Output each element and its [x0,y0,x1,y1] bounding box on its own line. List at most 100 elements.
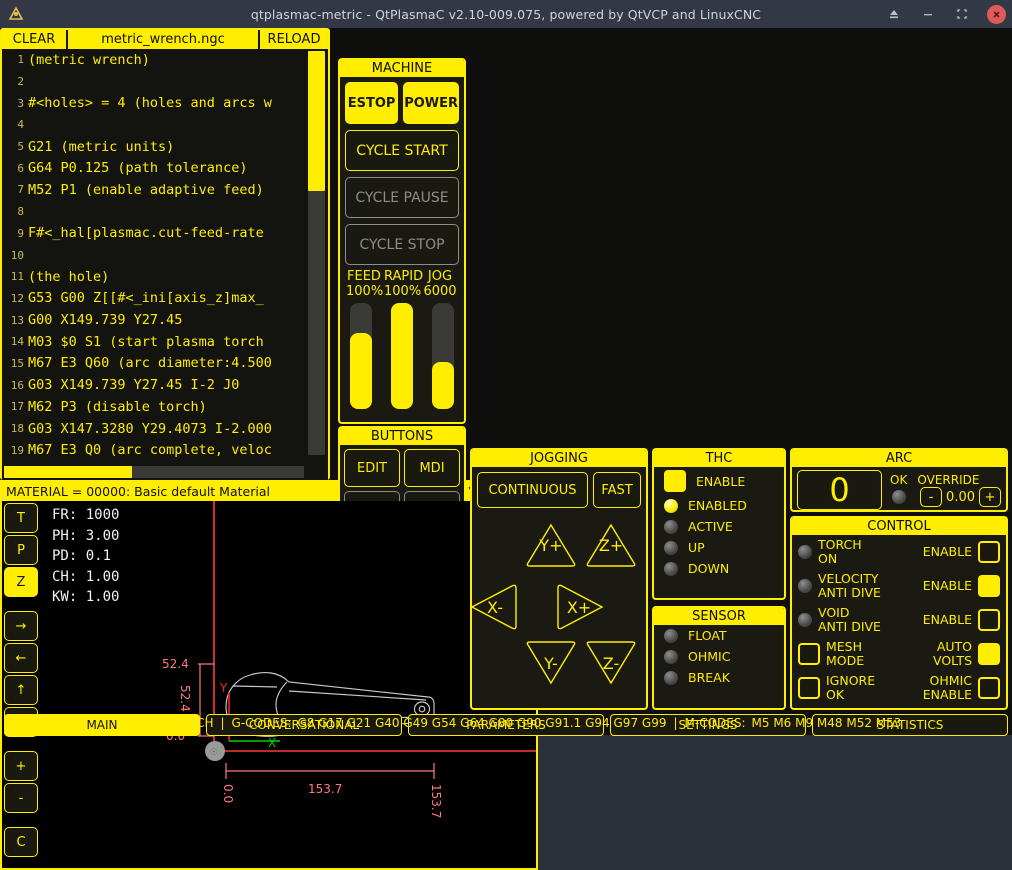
gcode-line-text: G21 (metric units) [28,138,175,155]
gcode-line: 19 M67 E3 Q0 (arc complete, veloc [2,439,328,461]
preview-zoom-out-button[interactable]: - [4,783,38,813]
gcode-line: 3 #<holes> = 4 (holes and arcs w [2,92,328,114]
sensor-caption: SENSOR [654,608,784,625]
preview-pan-up-button[interactable]: ↑ [4,675,38,705]
close-button[interactable] [987,4,1006,24]
maximize-button[interactable] [953,5,971,23]
gcode-reload-button[interactable]: RELOAD [258,30,328,49]
gcode-horizontal-scrollbar[interactable] [4,466,304,478]
preview-clear-button[interactable]: C [4,827,38,857]
jog-y-minus-button[interactable]: Y- [524,639,578,687]
gcode-line-number: 13 [10,313,24,327]
thc-led-row: DOWN [654,558,784,579]
control-caption: CONTROL [792,518,1006,535]
jog-y-minus-label: Y- [544,653,558,673]
material-label: MATERIAL = 00000: Basic default Material [6,484,270,499]
jog-x-plus-button[interactable]: X+ [552,583,606,631]
gcodes-value: G8 G17 G21 G40 G49 G54 G64 G80 G90 G91.1… [297,715,667,730]
gcode-line-text: M67 E3 Q60 (arc diameter:4.500 [28,355,272,372]
jog-x-minus-button[interactable]: X- [468,583,522,631]
jog-mode-button[interactable]: CONTINUOUS [477,472,588,508]
control-ignore-enable-checkbox[interactable] [978,677,1000,699]
gcode-line-text: M52 P1 (enable adaptive feed) [28,181,264,198]
thc-led-row: UP [654,537,784,558]
tab-statistics[interactable]: STATISTICS [812,714,1008,736]
control-mesh-enable-checkbox[interactable] [978,643,1000,665]
gcode-line-number: 7 [17,183,24,197]
gcode-line: 6 G64 P0.125 (path tolerance) [2,157,328,179]
cycle-stop-button[interactable]: CYCLE STOP [345,224,459,265]
control-ignore-end-label: OHMIC ENABLE [922,673,972,702]
gcode-line: 7 M52 P1 (enable adaptive feed) [2,179,328,201]
control-velocity-end-label: ENABLE [922,578,972,593]
buttons-caption: BUTTONS [340,428,464,445]
jog-x-minus-label: X- [487,597,503,617]
gcode-preview-graphic[interactable]: ☉ [40,501,536,868]
material-info-value: 1.00 [85,568,120,585]
thc-enable-checkbox[interactable] [664,470,686,492]
arc-override-plus-button[interactable]: + [979,487,1001,507]
override-slider[interactable] [350,303,372,409]
gcode-line: 15 M67 E3 Q60 (arc diameter:4.500 [2,353,328,375]
thc-enable-row[interactable]: ENABLE [654,467,784,495]
preview-pan-right-button[interactable]: → [4,611,38,641]
gcode-line: 14 M03 $0 S1 (start plasma torch [2,331,328,353]
arc-override-minus-button[interactable]: - [920,487,943,507]
control-mesh-checkbox[interactable] [798,643,820,665]
gcode-vertical-scrollbar[interactable] [308,51,325,455]
material-info-value: 3.00 [85,527,120,544]
override-sliders[interactable] [340,299,464,409]
jog-y-plus-button[interactable]: Y+ [524,521,578,569]
control-panel: CONTROL TORCH ON ENABLE VELOCITY ANTI DIVE EN… [790,516,1008,710]
gcode-line: 2 [2,71,328,93]
gcode-line: 12 G53 G00 Z[[#<_ini[axis_z]max_ [2,288,328,310]
control-void-label: VOID ANTI DIVE [818,605,881,634]
control-velocity-enable-checkbox[interactable] [978,575,1000,597]
control-ignore-label: IGNORE OK [826,673,876,702]
sensor-led-row: OHMIC [654,646,784,667]
material-info-row: PD: 0.1 [52,546,119,567]
tab-settings[interactable]: SETTINGS [610,714,806,736]
gcode-horizontal-scroll-thumb[interactable] [4,466,132,478]
eject-icon[interactable] [885,5,903,23]
preview-pan-left-button[interactable]: ← [4,643,38,673]
preview-z-button[interactable]: Z [4,567,38,597]
user-button-edit[interactable]: EDIT [344,449,400,487]
material-info-key: FR: [52,507,78,523]
override-slider[interactable] [391,303,413,409]
cycle-start-button[interactable]: CYCLE START [345,130,459,171]
gcode-line-text: G03 X147.3280 Y29.4073 I-2.000 [28,420,272,437]
preview-t-button[interactable]: T [4,503,38,533]
estop-button[interactable]: ESTOP [345,82,399,124]
arc-ok-label: OK [890,473,908,487]
gcode-text-area[interactable]: 1 (metric wrench) 2 3 #<holes> = 4 (holes an… [2,49,328,480]
jog-z-minus-button[interactable]: Z- [584,639,638,687]
preview-p-button[interactable]: P [4,535,38,565]
gcode-clear-button[interactable]: CLEAR [2,30,68,49]
svg-text:☉: ☉ [210,748,218,758]
user-button-mdi[interactable]: MDI [404,449,460,487]
preview-zoom-in-button[interactable]: + [4,751,38,781]
thc-led-row: ENABLED [654,495,784,516]
thc-enabled-led [664,498,678,513]
sensor-ohmic-label: OHMIC [688,649,731,664]
gcode-line-number: 11 [10,270,24,284]
control-void-enable-checkbox[interactable] [978,609,1000,631]
override-slider[interactable] [432,303,454,409]
cycle-pause-button[interactable]: CYCLE PAUSE [345,177,459,218]
control-ignore-checkbox[interactable] [798,677,820,699]
minimize-button[interactable] [919,5,937,23]
jog-z-plus-button[interactable]: Z+ [584,521,638,569]
gcode-line: 10 [2,244,328,266]
gcode-line-number: 8 [17,205,24,219]
control-torch-enable-checkbox[interactable] [978,541,1000,563]
control-mesh-label: MESH MODE [826,639,865,668]
gcode-line-number: 6 [17,161,24,175]
thc-caption: THC [654,450,784,467]
gcode-line-text: G53 G00 Z[[#<_ini[axis_z]max_ [28,290,264,307]
jog-speed-button[interactable]: FAST [593,472,641,508]
control-mesh-end-label: AUTO VOLTS [933,639,972,668]
power-button[interactable]: POWER [403,82,459,124]
gcode-vertical-scroll-thumb[interactable] [308,51,325,191]
